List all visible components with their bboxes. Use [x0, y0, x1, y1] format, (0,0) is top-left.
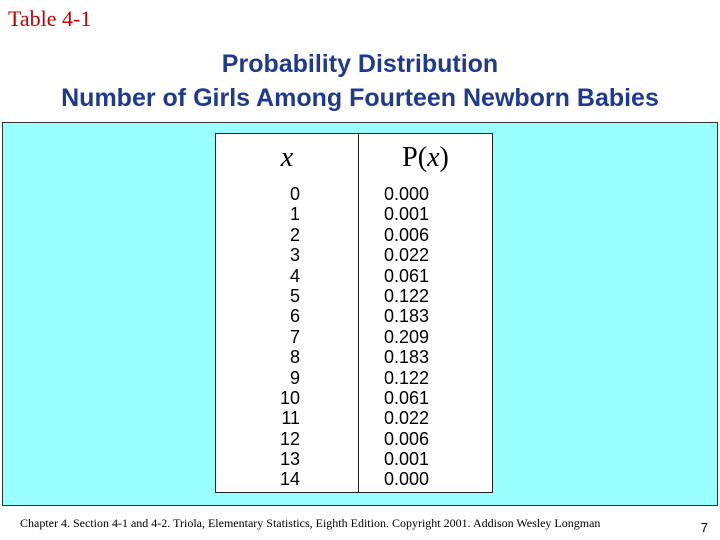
content-panel: x P(x) 0 1 2 3 4 5 6 7 8 9 10 11 12 13 14 0.000 0.001 0.… — [2, 122, 718, 506]
p-value: 0.183 — [384, 347, 430, 368]
p-value: 0.122 — [384, 285, 430, 306]
p-value: 0.022 — [384, 245, 430, 266]
p-value: 0.001 — [384, 204, 430, 225]
x-value: 14 — [279, 469, 300, 490]
p-value: 0.061 — [384, 265, 430, 286]
column-divider — [358, 134, 359, 492]
x-value: 6 — [289, 306, 300, 327]
header-p-suffix: ) — [439, 142, 449, 173]
x-value: 12 — [279, 428, 300, 449]
p-values-column: 0.000 0.001 0.006 0.022 0.061 0.122 0.183 0.209… — [384, 184, 474, 490]
p-value: 0.061 — [384, 387, 430, 408]
x-value: 5 — [289, 285, 300, 306]
x-value: 1 — [289, 204, 300, 225]
x-value: 0 — [289, 184, 300, 204]
footer-citation: Chapter 4. Section 4-1 and 4-2. Triola, … — [20, 516, 601, 530]
p-value: 0.209 — [384, 326, 430, 347]
x-value: 8 — [289, 347, 300, 368]
header-p-var: x — [427, 142, 440, 173]
p-value: 0.183 — [384, 306, 430, 327]
p-value: 0.006 — [384, 428, 430, 449]
page-number: 7 — [700, 520, 708, 535]
x-value: 13 — [279, 449, 300, 470]
x-value: 4 — [289, 265, 300, 286]
p-value: 0.122 — [384, 367, 430, 388]
p-value: 0.022 — [384, 408, 430, 429]
x-value: 3 — [289, 245, 300, 266]
p-value: 0.006 — [384, 224, 430, 245]
probability-table: x P(x) 0 1 2 3 4 5 6 7 8 9 10 11 12 13 14 0.000 0.001 0.… — [215, 133, 493, 493]
p-value: 0.001 — [384, 449, 430, 470]
x-value: 9 — [289, 367, 300, 388]
header-p-of-x: P(x) — [359, 140, 492, 176]
header-x: x — [280, 142, 294, 173]
slide-title-line-2: Number of Girls Among Fourteen Newborn B… — [61, 84, 659, 112]
slide-title-line-1: Probability Distribution — [221, 50, 499, 78]
slide-label: Table 4-1 — [8, 6, 92, 31]
p-value: 0.000 — [384, 469, 430, 490]
x-value: 10 — [279, 387, 300, 408]
p-value: 0.000 — [384, 184, 430, 204]
x-value: 7 — [289, 326, 300, 347]
x-value: 2 — [289, 224, 300, 245]
x-value: 11 — [281, 408, 300, 429]
header-p-prefix: P( — [402, 142, 428, 173]
x-values-column: 0 1 2 3 4 5 6 7 8 9 10 11 12 13 14 — [216, 184, 300, 490]
